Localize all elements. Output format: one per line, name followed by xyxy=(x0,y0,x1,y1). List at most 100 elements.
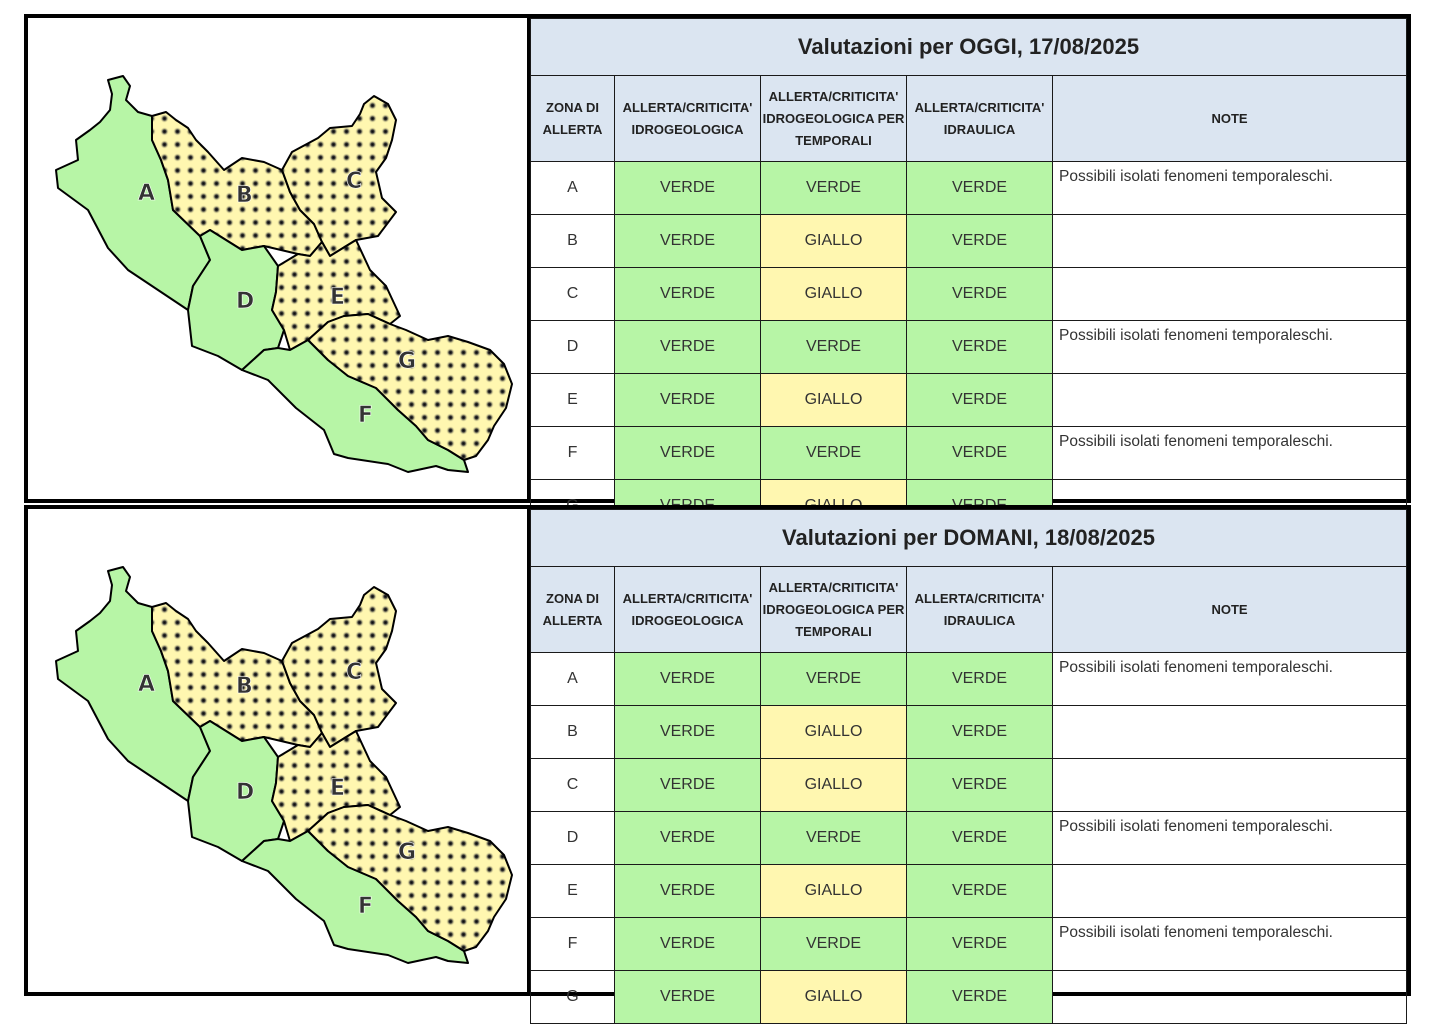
tomorrow-temp-a: VERDE xyxy=(760,652,907,706)
today-temp-a: VERDE xyxy=(760,161,907,215)
today-header-zone: ZONA DI ALLERTA xyxy=(530,75,615,162)
tomorrow-temp-d: VERDE xyxy=(760,811,907,865)
tomorrow-lazio-map-svg: A B C D E F G xyxy=(55,566,513,964)
today-idro-d: VERDE xyxy=(614,320,761,374)
tomorrow-idra-c: VERDE xyxy=(906,758,1053,812)
tomorrow-idro-a: VERDE xyxy=(614,652,761,706)
today-note-a: Possibili isolati fenomeni temporaleschi… xyxy=(1052,161,1407,215)
table-row: E VERDE GIALLO VERDE xyxy=(530,373,1407,427)
today-table-title: Valutazioni per OGGI, 17/08/2025 xyxy=(530,18,1407,76)
today-idra-b: VERDE xyxy=(906,214,1053,268)
today-idro-f: VERDE xyxy=(614,426,761,480)
today-map-label-e: E xyxy=(330,285,345,310)
tomorrow-zone-b: B xyxy=(530,705,615,759)
tomorrow-temp-f: VERDE xyxy=(760,917,907,971)
tomorrow-map-zone-c xyxy=(281,586,397,748)
today-header-idraulica: ALLERTA/CRITICITA' IDRAULICA xyxy=(906,75,1053,162)
table-row: A VERDE VERDE VERDE Possibili isolati fenome… xyxy=(530,652,1407,706)
today-map-label-f: F xyxy=(358,403,373,428)
tomorrow-header-temporali: ALLERTA/CRITICITA' IDROGEOLOGICA PER TEM… xyxy=(760,566,907,653)
today-idra-c: VERDE xyxy=(906,267,1053,321)
today-note-e xyxy=(1052,373,1407,427)
tomorrow-header-zone: ZONA DI ALLERTA xyxy=(530,566,615,653)
table-row: E VERDE GIALLO VERDE xyxy=(530,864,1407,918)
tomorrow-header-idrogeologica: ALLERTA/CRITICITA' IDROGEOLOGICA xyxy=(614,566,761,653)
today-idro-c: VERDE xyxy=(614,267,761,321)
tomorrow-idro-g: VERDE xyxy=(614,970,761,1024)
today-zone-b: B xyxy=(530,214,615,268)
today-idro-e: VERDE xyxy=(614,373,761,427)
today-lazio-map-svg: A B C D E F G xyxy=(55,75,513,473)
tomorrow-note-f: Possibili isolati fenomeni temporaleschi… xyxy=(1052,917,1407,971)
tomorrow-idra-e: VERDE xyxy=(906,864,1053,918)
tomorrow-alert-table: Valutazioni per DOMANI, 18/08/2025 ZONA D… xyxy=(530,509,1407,1024)
tomorrow-note-g xyxy=(1052,970,1407,1024)
tomorrow-table-title: Valutazioni per DOMANI, 18/08/2025 xyxy=(530,509,1407,567)
table-row: B VERDE GIALLO VERDE xyxy=(530,214,1407,268)
today-temp-f: VERDE xyxy=(760,426,907,480)
today-header-idrogeologica: ALLERTA/CRITICITA' IDROGEOLOGICA xyxy=(614,75,761,162)
tomorrow-table-container: Valutazioni per DOMANI, 18/08/2025 ZONA D… xyxy=(530,509,1407,1024)
today-alert-map: A B C D E F G xyxy=(28,18,530,499)
tomorrow-idro-e: VERDE xyxy=(614,864,761,918)
today-note-b xyxy=(1052,214,1407,268)
tomorrow-zone-f: F xyxy=(530,917,615,971)
today-idra-a: VERDE xyxy=(906,161,1053,215)
tomorrow-idra-f: VERDE xyxy=(906,917,1053,971)
tomorrow-idro-f: VERDE xyxy=(614,917,761,971)
tomorrow-zone-e: E xyxy=(530,864,615,918)
today-header-temporali: ALLERTA/CRITICITA' IDROGEOLOGICA PER TEM… xyxy=(760,75,907,162)
tomorrow-zone-d: D xyxy=(530,811,615,865)
today-idra-f: VERDE xyxy=(906,426,1053,480)
tomorrow-header-note: NOTE xyxy=(1052,566,1407,653)
tomorrow-note-d: Possibili isolati fenomeni temporaleschi… xyxy=(1052,811,1407,865)
tomorrow-note-e xyxy=(1052,864,1407,918)
today-note-d: Possibili isolati fenomeni temporaleschi… xyxy=(1052,320,1407,374)
table-row: F VERDE VERDE VERDE Possibili isolati fenome… xyxy=(530,426,1407,480)
tomorrow-map-label-e: E xyxy=(330,776,345,801)
tomorrow-map-label-d: D xyxy=(236,780,254,805)
today-idra-d: VERDE xyxy=(906,320,1053,374)
today-zone-a: A xyxy=(530,161,615,215)
tomorrow-temp-e: GIALLO xyxy=(760,864,907,918)
tomorrow-zone-a: A xyxy=(530,652,615,706)
today-map-label-a: A xyxy=(138,181,155,206)
tomorrow-header-idraulica: ALLERTA/CRITICITA' IDRAULICA xyxy=(906,566,1053,653)
today-map-label-g: G xyxy=(398,349,416,374)
tomorrow-idro-d: VERDE xyxy=(614,811,761,865)
tomorrow-map-label-f: F xyxy=(358,894,373,919)
tomorrow-idra-g: VERDE xyxy=(906,970,1053,1024)
tomorrow-idra-b: VERDE xyxy=(906,705,1053,759)
table-row: D VERDE VERDE VERDE Possibili isolati fenome… xyxy=(530,811,1407,865)
today-map-label-b: B xyxy=(236,183,253,208)
tomorrow-alert-map: A B C D E F G xyxy=(28,509,530,992)
today-map-label-c: C xyxy=(346,169,362,194)
today-temp-e: GIALLO xyxy=(760,373,907,427)
tomorrow-note-a: Possibili isolati fenomeni temporaleschi… xyxy=(1052,652,1407,706)
tomorrow-map-label-g: G xyxy=(398,840,416,865)
today-zone-d: D xyxy=(530,320,615,374)
table-row: C VERDE GIALLO VERDE xyxy=(530,758,1407,812)
today-temp-b: GIALLO xyxy=(760,214,907,268)
tomorrow-idra-a: VERDE xyxy=(906,652,1053,706)
tomorrow-map-label-c: C xyxy=(346,660,362,685)
table-row: A VERDE VERDE VERDE Possibili isolati fenome… xyxy=(530,161,1407,215)
tomorrow-temp-g: GIALLO xyxy=(760,970,907,1024)
tomorrow-idra-d: VERDE xyxy=(906,811,1053,865)
today-note-f: Possibili isolati fenomeni temporaleschi… xyxy=(1052,426,1407,480)
tomorrow-temp-b: GIALLO xyxy=(760,705,907,759)
today-temp-c: GIALLO xyxy=(760,267,907,321)
tomorrow-map-zone-g xyxy=(307,804,513,952)
today-idro-b: VERDE xyxy=(614,214,761,268)
table-row: C VERDE GIALLO VERDE xyxy=(530,267,1407,321)
today-header-note: NOTE xyxy=(1052,75,1407,162)
tomorrow-idro-c: VERDE xyxy=(614,758,761,812)
table-row: F VERDE VERDE VERDE Possibili isolati fenome… xyxy=(530,917,1407,971)
today-note-c xyxy=(1052,267,1407,321)
tomorrow-map-label-a: A xyxy=(138,672,155,697)
tomorrow-map-label-b: B xyxy=(236,674,253,699)
today-table-container: Valutazioni per OGGI, 17/08/2025 ZONA DI … xyxy=(530,18,1407,533)
